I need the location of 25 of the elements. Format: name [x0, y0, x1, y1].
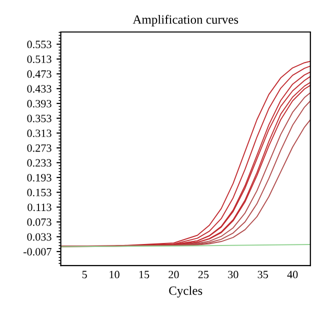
y-tick-label: -0.007 — [23, 248, 52, 256]
x-tick-label: 40 — [287, 270, 298, 278]
x-tick-label: 35 — [258, 270, 268, 278]
x-tick-label: 15 — [139, 270, 150, 278]
y-tick-label: 0.273 — [27, 144, 52, 152]
chart-title: Amplification curves — [132, 14, 238, 26]
x-tick-label: 20 — [168, 270, 179, 278]
y-tick-label: 0.073 — [27, 218, 52, 226]
x-tick-label: 25 — [198, 270, 209, 278]
y-tick-label: 0.393 — [27, 100, 52, 108]
x-axis-title: Cycles — [169, 286, 202, 298]
y-tick-label: 0.553 — [27, 40, 52, 48]
y-tick-label: 0.433 — [27, 85, 52, 93]
y-tick-label: 0.473 — [27, 70, 52, 78]
x-tick-label: 5 — [82, 270, 87, 278]
x-tick-label: 30 — [228, 270, 238, 278]
y-tick-label: 0.033 — [27, 233, 52, 241]
y-tick-label: 0.313 — [27, 130, 52, 138]
y-tick-label: 0.353 — [27, 114, 52, 122]
y-tick-label: 0.153 — [27, 188, 52, 196]
x-tick-label: 10 — [110, 270, 120, 278]
y-tick-label: 0.113 — [28, 204, 52, 212]
y-tick-label: 0.233 — [27, 159, 52, 167]
y-tick-label: 0.193 — [27, 174, 52, 182]
y-tick-label: 0.513 — [27, 55, 52, 64]
